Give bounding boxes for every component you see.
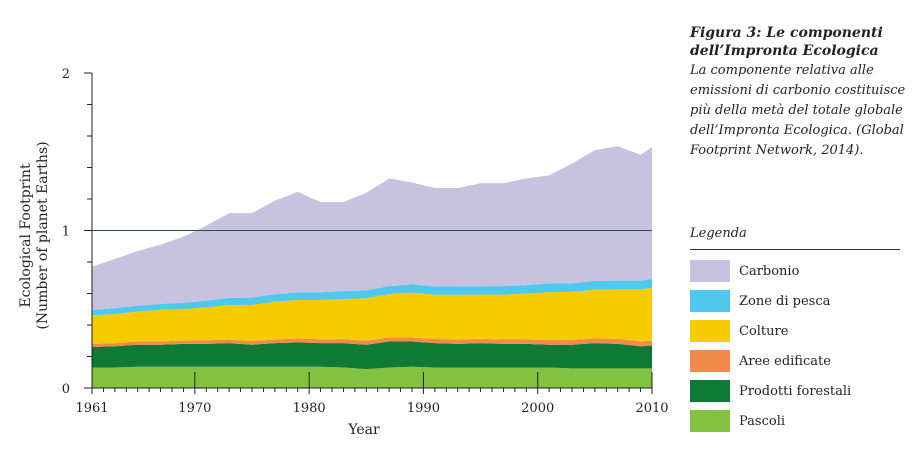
area-pascoli <box>92 366 652 388</box>
legend-swatch <box>690 350 730 372</box>
legend-label: Zone di pesca <box>739 293 831 309</box>
chart-areas <box>92 146 652 388</box>
legend-swatch <box>690 380 730 402</box>
x-axis-title: Year <box>347 422 380 438</box>
figure-caption: Figura 3: Le componenti dell’Impronta Ec… <box>690 24 912 161</box>
legend-label: Carbonio <box>739 263 800 279</box>
legend-swatch <box>690 320 730 342</box>
area-zone-di-pesca <box>92 279 652 316</box>
x-tick-label: 1961 <box>75 401 108 416</box>
legend-item-colture: Colture <box>690 320 900 342</box>
area-prodotti-forestali <box>92 341 652 370</box>
legend-swatch <box>690 410 730 432</box>
y-axis-title-line: Ecological Footprint <box>18 163 34 308</box>
y-axis: 0 1 2 <box>62 67 93 397</box>
legend-title: Legenda <box>690 226 900 250</box>
legend: Legenda Carbonio Zone di pesca Colture Aree… <box>690 226 900 432</box>
x-tick-label: 2000 <box>521 401 554 416</box>
legend-item-aree-edificate: Aree edificate <box>690 350 900 372</box>
area-aree-edificate <box>92 337 652 348</box>
y-tick-label: 2 <box>62 67 70 82</box>
y-axis-title-line: (Number of planet Earths) <box>35 141 51 329</box>
x-axis: 1961 1970 1980 1990 2000 2010 <box>75 372 669 416</box>
legend-label: Colture <box>739 323 789 339</box>
area-colture <box>92 287 652 344</box>
legend-swatch <box>690 290 730 312</box>
y-tick-label: 1 <box>62 225 70 240</box>
legend-item-prodotti-forestali: Prodotti forestali <box>690 380 900 402</box>
legend-label: Prodotti forestali <box>739 383 852 399</box>
x-tick-label: 1990 <box>407 401 440 416</box>
legend-items: Carbonio Zone di pesca Colture Aree edifica… <box>690 260 900 432</box>
legend-swatch <box>690 260 730 282</box>
x-tick-label: 2010 <box>635 401 668 416</box>
area-carbonio <box>92 146 652 311</box>
stacked-area-chart: 0 1 2 1961 1970 1980 1990 2000 2010 Year Ecolog… <box>18 67 669 438</box>
y-tick-label: 0 <box>62 382 70 397</box>
y-axis-title: Ecological Footprint(Number of planet Ea… <box>18 141 51 329</box>
legend-label: Aree edificate <box>739 353 831 369</box>
x-tick-label: 1970 <box>178 401 211 416</box>
x-tick-label: 1980 <box>293 401 326 416</box>
legend-item-carbonio: Carbonio <box>690 260 900 282</box>
legend-item-zone-di-pesca: Zone di pesca <box>690 290 900 312</box>
figure-text: La componente relativa alle emissioni di… <box>690 63 906 158</box>
legend-item-pascoli: Pascoli <box>690 410 900 432</box>
figure-title: Figura 3: Le componenti dell’Impronta Ec… <box>690 25 883 59</box>
legend-label: Pascoli <box>739 413 786 429</box>
